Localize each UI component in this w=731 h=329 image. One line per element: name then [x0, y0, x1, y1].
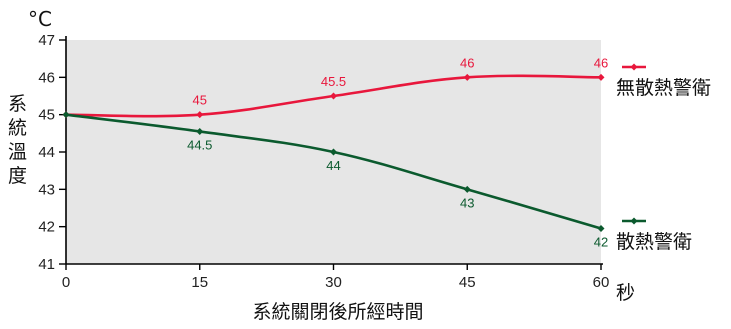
data-point	[597, 73, 605, 81]
data-point	[463, 185, 471, 193]
data-label: 45.5	[321, 74, 346, 89]
x-tick-label: 15	[191, 274, 208, 291]
x-tick-label: 45	[459, 274, 476, 291]
y-ticks: 41 42 43 44 45 46 47	[38, 32, 66, 273]
data-point	[196, 127, 204, 135]
x-tick-label: 60	[593, 274, 610, 291]
y-unit-label: °C	[28, 7, 52, 31]
data-point	[330, 148, 337, 156]
data-point	[62, 111, 70, 119]
data-label: 44.5	[187, 137, 212, 152]
y-tick-label: 47	[38, 32, 55, 49]
legend-label: 散熱警衛	[616, 231, 692, 253]
x-tick-label: 30	[325, 274, 342, 291]
data-point	[597, 225, 605, 233]
legend-marker	[630, 63, 638, 71]
data-label: 44	[326, 158, 340, 173]
x-tick-label: 0	[62, 274, 70, 291]
y-axis-title-char: 度	[8, 165, 27, 187]
x-unit-label: 秒	[616, 282, 635, 304]
y-axis-title: 系統溫度	[8, 93, 27, 187]
data-label: 43	[460, 195, 474, 210]
x-ticks: 0 15 30 45 60	[62, 264, 610, 291]
data-point	[196, 111, 204, 119]
data-label: 46	[460, 55, 474, 70]
data-point	[330, 92, 337, 100]
y-axis-title-char: 統	[8, 117, 27, 139]
y-axis-title-char: 溫	[8, 141, 27, 163]
legend-label: 無散熱警衛	[616, 77, 711, 99]
y-tick-label: 43	[38, 181, 55, 198]
x-axis-title: 系統關閉後所經時間	[252, 301, 423, 323]
y-tick-label: 44	[38, 144, 55, 161]
legend-marker	[630, 217, 638, 225]
data-label: 46	[594, 55, 608, 70]
y-tick-label: 41	[38, 256, 55, 273]
data-label: 42	[594, 235, 608, 250]
y-tick-label: 46	[38, 69, 55, 86]
data-label: 45	[193, 93, 207, 108]
data-point	[463, 73, 471, 81]
y-tick-label: 45	[38, 107, 55, 124]
y-tick-label: 42	[38, 219, 55, 236]
y-axis-title-char: 系	[8, 93, 27, 115]
series-lines: 45 45.5 46 46 44.5 44 43 42	[62, 55, 608, 250]
